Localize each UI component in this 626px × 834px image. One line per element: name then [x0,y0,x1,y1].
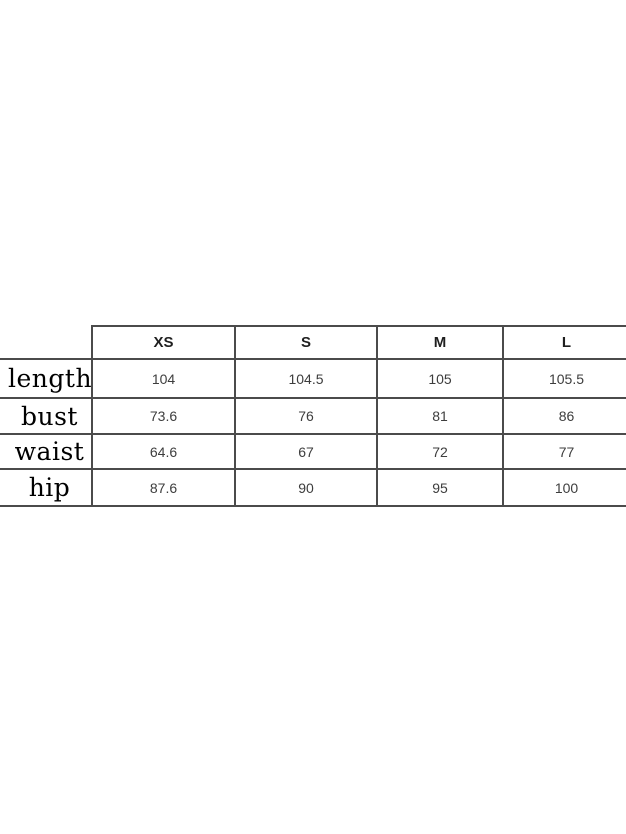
cell-bust-s: 76 [234,397,378,435]
header-cell-m: M [376,325,504,360]
header-row: XS S M L [0,325,626,360]
cell-hip-m: 95 [376,468,504,507]
cell-bust-l: 86 [502,397,626,435]
cell-waist-xs: 64.6 [91,433,236,470]
header-cell-s: S [234,325,378,360]
corner-cell [0,326,93,360]
table-row-waist: waist 64.6 67 72 77 [0,433,626,470]
header-cell-xs: XS [91,325,236,360]
header-cell-l: L [502,325,626,360]
cell-waist-s: 67 [234,433,378,470]
cell-length-m: 105 [376,358,504,399]
cell-length-s: 104.5 [234,358,378,399]
cell-hip-xs: 87.6 [91,468,236,507]
row-label-length: length [0,358,93,399]
table-row-length: length 104 104.5 105 105.5 [0,358,626,399]
size-chart-table: XS S M L length 104 104.5 105 105.5 bust… [0,325,626,507]
cell-hip-s: 90 [234,468,378,507]
row-label-waist: waist [0,433,93,470]
cell-bust-m: 81 [376,397,504,435]
cell-waist-m: 72 [376,433,504,470]
cell-waist-l: 77 [502,433,626,470]
cell-length-xs: 104 [91,358,236,399]
table-row-hip: hip 87.6 90 95 100 [0,468,626,507]
cell-hip-l: 100 [502,468,626,507]
cell-length-l: 105.5 [502,358,626,399]
row-label-hip: hip [0,468,93,507]
row-label-bust: bust [0,397,93,435]
cell-bust-xs: 73.6 [91,397,236,435]
table-row-bust: bust 73.6 76 81 86 [0,397,626,435]
